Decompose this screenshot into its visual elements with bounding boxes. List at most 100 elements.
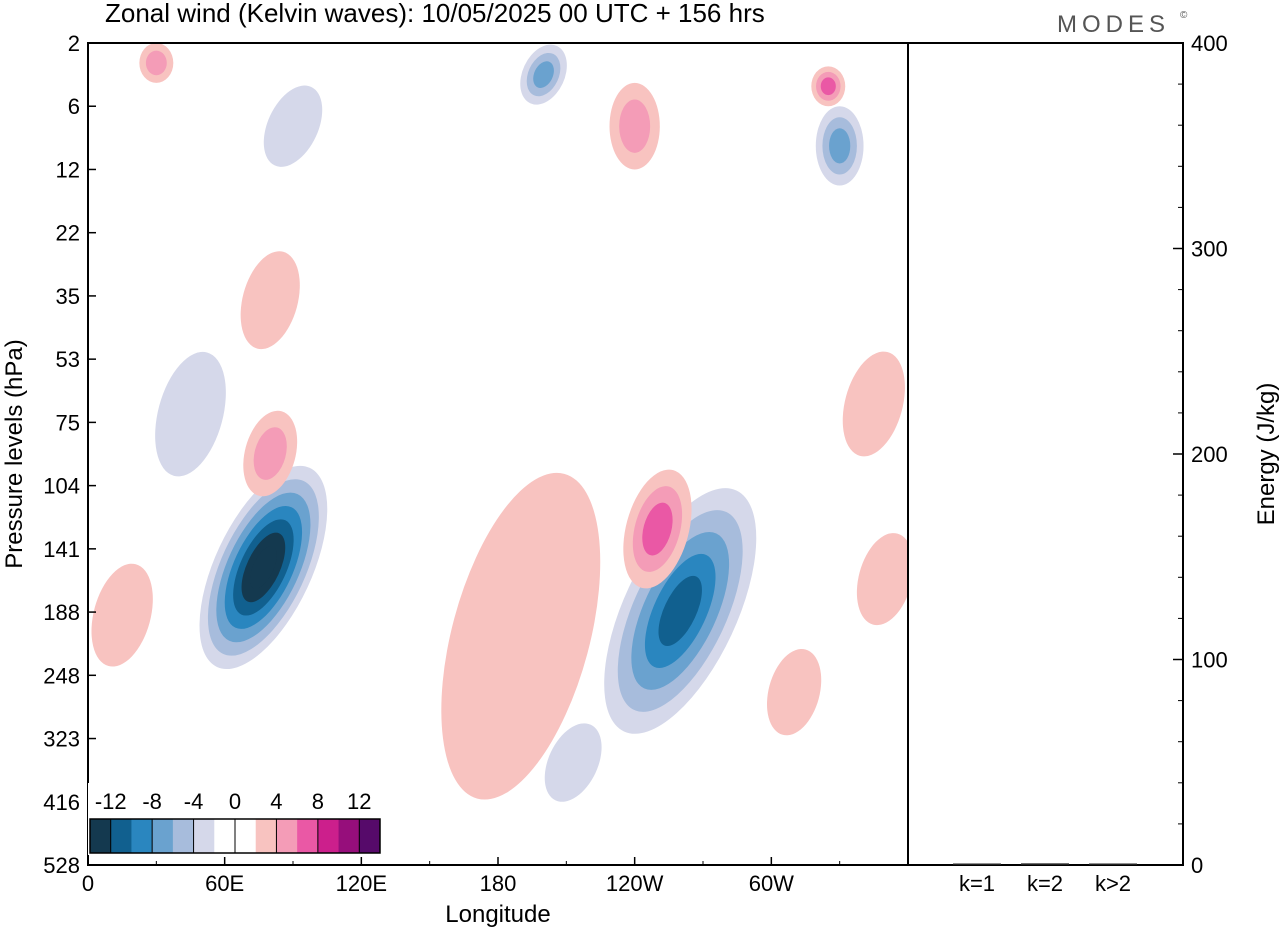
- colorbar-swatch: [338, 819, 360, 853]
- energy-tick-label: 300: [1191, 237, 1228, 262]
- colorbar-swatch: [131, 819, 153, 853]
- contour-level: [155, 351, 226, 477]
- energy-tick-label: 100: [1191, 648, 1228, 673]
- contour-level: [263, 85, 323, 167]
- contour-blob: [842, 351, 905, 457]
- y-tick-label: 188: [43, 600, 80, 625]
- x-tick-label: 180: [480, 871, 517, 896]
- energy-category-label: k=2: [1027, 871, 1063, 896]
- contour-blob: [766, 648, 822, 736]
- contour-level: [820, 77, 836, 96]
- y-tick-label: 141: [43, 537, 80, 562]
- colorbar-swatch: [359, 819, 381, 853]
- y-tick-label: 528: [43, 853, 80, 878]
- contour-blob: [544, 723, 602, 802]
- y-tick-label: 2: [68, 31, 80, 56]
- y-tick-label: 323: [43, 727, 80, 752]
- contour-level: [842, 351, 905, 457]
- energy-bar: [953, 863, 1001, 865]
- colorbar-swatch: [235, 819, 257, 853]
- y-tick-label: 104: [43, 474, 80, 499]
- x-tick-label: 60W: [749, 871, 794, 896]
- contour-level: [441, 472, 601, 800]
- colorbar-tick-label: 4: [270, 789, 282, 814]
- contour-blob: [240, 251, 300, 350]
- y-tick-label: 6: [68, 94, 80, 119]
- contour-blob: [263, 85, 323, 167]
- y-axis-label: Pressure levels (hPa): [1, 339, 28, 568]
- colorbar-swatch: [193, 819, 215, 853]
- colorbar-swatch: [110, 819, 132, 853]
- energy-tick-label: 0: [1191, 853, 1203, 878]
- energy-tick-label: 400: [1191, 31, 1228, 56]
- x-axis: 0 60E 120E 180 120W 60W: [82, 857, 841, 896]
- colorbar-tick-label: -4: [184, 789, 204, 814]
- y-tick-label: 35: [56, 284, 80, 309]
- contour-level: [619, 99, 651, 153]
- y-axis: 2 6 12 22 35 53 75 104 141 188 248 323 416 528: [43, 31, 96, 878]
- contour-blob: [441, 472, 601, 800]
- energy-category-label: k=1: [959, 871, 995, 896]
- contour-level: [249, 546, 277, 589]
- contour-level: [533, 61, 554, 88]
- contour-level: [766, 648, 822, 736]
- x-tick-label: 60E: [205, 871, 244, 896]
- y-tick-label: 22: [56, 221, 80, 246]
- contour-level: [240, 251, 300, 350]
- contour-level: [145, 50, 167, 76]
- y-tick-label: 53: [56, 347, 80, 372]
- contour-field: [91, 43, 908, 802]
- x-axis-label: Longitude: [445, 901, 550, 928]
- y-tick-label: 75: [56, 410, 80, 435]
- y-tick-label: 416: [43, 790, 80, 815]
- energy-bar: [1021, 863, 1069, 865]
- brand-mark: ©: [1180, 10, 1188, 21]
- contour-level: [91, 563, 153, 667]
- brand-logo: MODES ©: [1057, 10, 1188, 38]
- contour-blob: [811, 66, 846, 107]
- contour-blob: [520, 44, 567, 105]
- contour-blob: [139, 43, 174, 83]
- colorbar-tick-label: -8: [142, 789, 162, 814]
- contour-blob: [856, 533, 908, 626]
- colorbar-swatch: [297, 819, 319, 853]
- colorbar-tick-label: 0: [229, 789, 241, 814]
- brand-text: MODES: [1057, 11, 1170, 38]
- contour-blob: [243, 410, 298, 497]
- colorbar-swatch: [152, 819, 174, 853]
- contour-blob: [623, 469, 692, 589]
- contour-blob: [815, 106, 864, 186]
- colorbar-swatch: [90, 819, 112, 853]
- x-tick-label: 0: [82, 871, 94, 896]
- contour-level: [856, 533, 908, 626]
- contour-blob: [609, 82, 660, 170]
- energy-panel-border: [907, 42, 1184, 866]
- energy-category-label: k>2: [1095, 871, 1131, 896]
- y-tick-label: 12: [56, 157, 80, 182]
- energy-bar: [1089, 863, 1137, 865]
- contour-level: [642, 502, 673, 556]
- energy-panel: 0 100 200 300 400 k=1 k=2 k>2: [907, 31, 1228, 896]
- contour-blob: [199, 465, 328, 670]
- contour-level: [253, 427, 287, 480]
- contour-level: [658, 575, 702, 647]
- contour-blob: [91, 563, 153, 667]
- x-tick-label: 120E: [336, 871, 387, 896]
- contour-level: [544, 723, 602, 802]
- colorbar-swatch: [317, 819, 340, 853]
- colorbar-swatch: [172, 819, 195, 853]
- energy-axis-label: Energy (J/kg): [1253, 383, 1280, 526]
- contour-blob: [604, 488, 757, 734]
- colorbar-tick-label: 12: [347, 789, 371, 814]
- colorbar-tick-label: -12: [95, 789, 127, 814]
- x-tick-label: 120W: [606, 871, 664, 896]
- colorbar-swatch: [276, 819, 298, 853]
- colorbar: -12 -8 -4 0 4 8 12: [88, 783, 382, 855]
- y-tick-label: 248: [43, 663, 80, 688]
- colorbar-swatch: [255, 819, 277, 853]
- chart-title: Zonal wind (Kelvin waves): 10/05/2025 00…: [105, 0, 765, 28]
- contour-level: [829, 128, 851, 164]
- energy-tick-label: 200: [1191, 442, 1228, 467]
- colorbar-tick-label: 8: [312, 789, 324, 814]
